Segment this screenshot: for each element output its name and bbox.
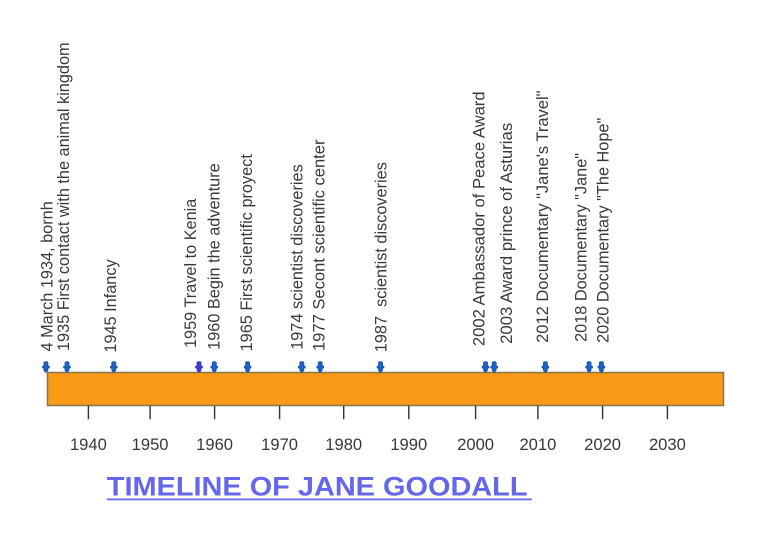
svg-text:4 March 1934, bornh: 4 March 1934, bornh	[39, 201, 57, 351]
svg-text:1940: 1940	[70, 435, 107, 454]
svg-text:1960 Begin the adventure: 1960 Begin the adventure	[206, 163, 224, 349]
svg-text:1945 Infancy: 1945 Infancy	[102, 259, 120, 353]
svg-text:2000: 2000	[457, 435, 494, 454]
svg-text:1950: 1950	[132, 435, 169, 454]
svg-text:1990: 1990	[390, 435, 427, 454]
svg-text:1974 scientist discoveries: 1974 scientist discoveries	[289, 164, 307, 350]
svg-text:1987 scientist discoveries: 1987 scientist discoveries	[373, 162, 391, 352]
svg-text:1935 First contact with the an: 1935 First contact with the animal kingd…	[55, 42, 73, 351]
svg-text:2003 Award prince of Asturias: 2003 Award prince of Asturias	[498, 123, 516, 344]
svg-text:2020: 2020	[584, 435, 621, 454]
svg-text:1965 First scientific proyect: 1965 First scientific proyect	[238, 154, 256, 352]
svg-text:1960: 1960	[196, 435, 233, 454]
svg-text:1977 Secont scientific center: 1977 Secont scientific center	[311, 139, 329, 351]
svg-text:1980: 1980	[325, 435, 362, 454]
svg-text:2020 Documentary "The Hope": 2020 Documentary "The Hope"	[594, 118, 612, 343]
svg-text:2012 Documentary "Jane's Trave: 2012 Documentary "Jane's Travel"	[534, 90, 552, 343]
svg-text:2018 Documentary "Jane": 2018 Documentary "Jane"	[573, 153, 591, 342]
svg-text:TIMELINE OF JANE GOODALL: TIMELINE OF JANE GOODALL	[107, 471, 528, 502]
svg-text:1959 Travel to Kenia: 1959 Travel to Kenia	[182, 198, 200, 348]
svg-text:2002 Ambassador of Peace Award: 2002 Ambassador of Peace Award	[470, 91, 488, 346]
svg-text:2030: 2030	[649, 435, 686, 454]
svg-text:1970: 1970	[261, 435, 298, 454]
svg-text:2010: 2010	[519, 435, 556, 454]
